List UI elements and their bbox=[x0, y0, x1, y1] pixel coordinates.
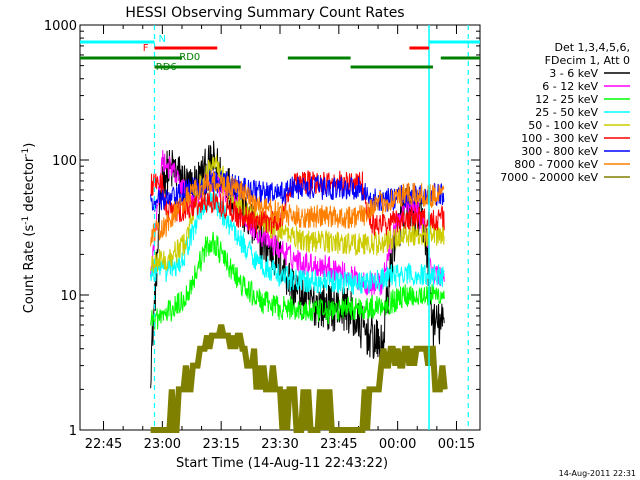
y-tick-label: 10 bbox=[60, 289, 77, 304]
legend-entry: 25 - 50 keV bbox=[535, 106, 598, 119]
plot-area bbox=[79, 24, 481, 433]
series-line bbox=[150, 189, 445, 295]
y-axis-label: Count Rate (s-1 detector-1) bbox=[21, 143, 37, 314]
legend-header-2: FDecim 1, Att 0 bbox=[545, 54, 630, 67]
status-bar-label: RD0 bbox=[179, 52, 200, 63]
x-tick-label: 23:30 bbox=[261, 437, 298, 452]
series-line bbox=[150, 171, 445, 247]
y-tick-label: 1 bbox=[69, 424, 77, 439]
legend-entry: 6 - 12 keV bbox=[542, 80, 598, 93]
legend-entry: 800 - 7000 keV bbox=[514, 158, 598, 171]
x-tick-label: 23:00 bbox=[144, 437, 181, 452]
status-bar-label: F bbox=[143, 43, 149, 54]
legend-entry: 7000 - 20000 keV bbox=[500, 171, 598, 184]
x-tick-label: 23:45 bbox=[320, 437, 357, 452]
x-tick-label: 22:45 bbox=[85, 437, 122, 452]
legend-entry: 50 - 100 keV bbox=[528, 119, 598, 132]
y-tick-label: 100 bbox=[52, 154, 77, 169]
x-axis-label: Start Time (14-Aug-11 22:43:22) bbox=[176, 456, 388, 471]
plot-timestamp: 14-Aug-2011 22:31 bbox=[559, 469, 636, 478]
status-bar-label: N bbox=[159, 34, 166, 45]
series-line bbox=[150, 170, 445, 236]
series-line bbox=[150, 324, 448, 433]
legend-header-1: Det 1,3,4,5,6, bbox=[554, 41, 630, 54]
legend: Det 1,3,4,5,6, FDecim 1, Att 0 3 - 6 keV… bbox=[500, 41, 630, 184]
legend-entry: 100 - 300 keV bbox=[521, 132, 598, 145]
series-line bbox=[150, 231, 445, 330]
x-tick-label: 00:15 bbox=[438, 437, 475, 452]
status-bar-label: RD6 bbox=[156, 62, 177, 73]
x-tick-label: 00:00 bbox=[379, 437, 416, 452]
y-tick-label: 1000 bbox=[44, 19, 77, 34]
legend-entry: 300 - 800 keV bbox=[521, 145, 598, 158]
x-tick-label: 23:15 bbox=[202, 437, 239, 452]
legend-entry: 3 - 6 keV bbox=[549, 67, 598, 80]
legend-entry: 12 - 25 keV bbox=[535, 93, 598, 106]
chart-title: HESSI Observing Summary Count Rates bbox=[125, 5, 404, 21]
